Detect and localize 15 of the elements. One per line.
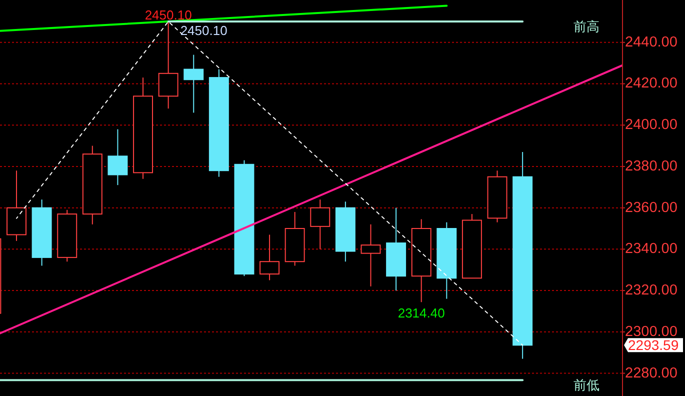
y-tick-label: 2300.00 (625, 324, 678, 340)
annotation: 2314.40 (398, 306, 445, 321)
y-tick-label: 2400.00 (625, 117, 678, 134)
annotation: 2293.59 (624, 337, 683, 354)
y-tick-label: 2440.00 (625, 34, 678, 50)
y-tick-label: 2280.00 (625, 365, 678, 382)
text: 前低 (574, 378, 600, 393)
annotation: 2450.10 (144, 8, 192, 22)
y-tick-label: 2380.00 (625, 158, 678, 174)
y-tick-label: 2360.00 (625, 200, 678, 216)
annotation: 2450.10 (180, 23, 228, 38)
text: 前高 (574, 19, 600, 34)
y-tick-label: 2320.00 (625, 282, 678, 299)
y-tick-label: 2420.00 (625, 76, 678, 92)
y-tick-label: 2340.00 (625, 241, 678, 258)
